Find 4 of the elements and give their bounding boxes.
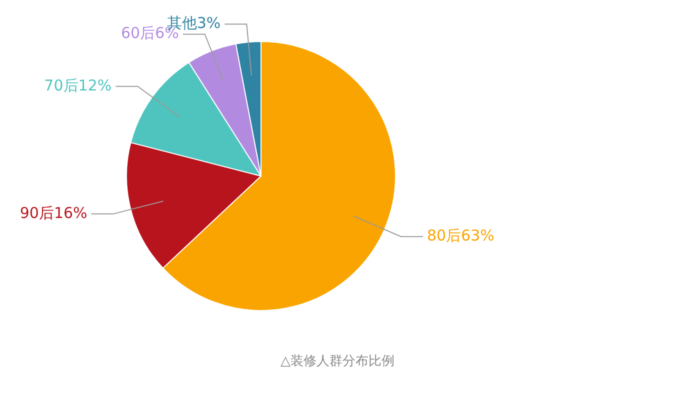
slice-label: 90后16% [20, 204, 88, 222]
slice-label: 80后63% [426, 226, 494, 244]
text: △装修人群分布比例 [280, 353, 396, 370]
slice-label: 70后12% [44, 76, 112, 94]
